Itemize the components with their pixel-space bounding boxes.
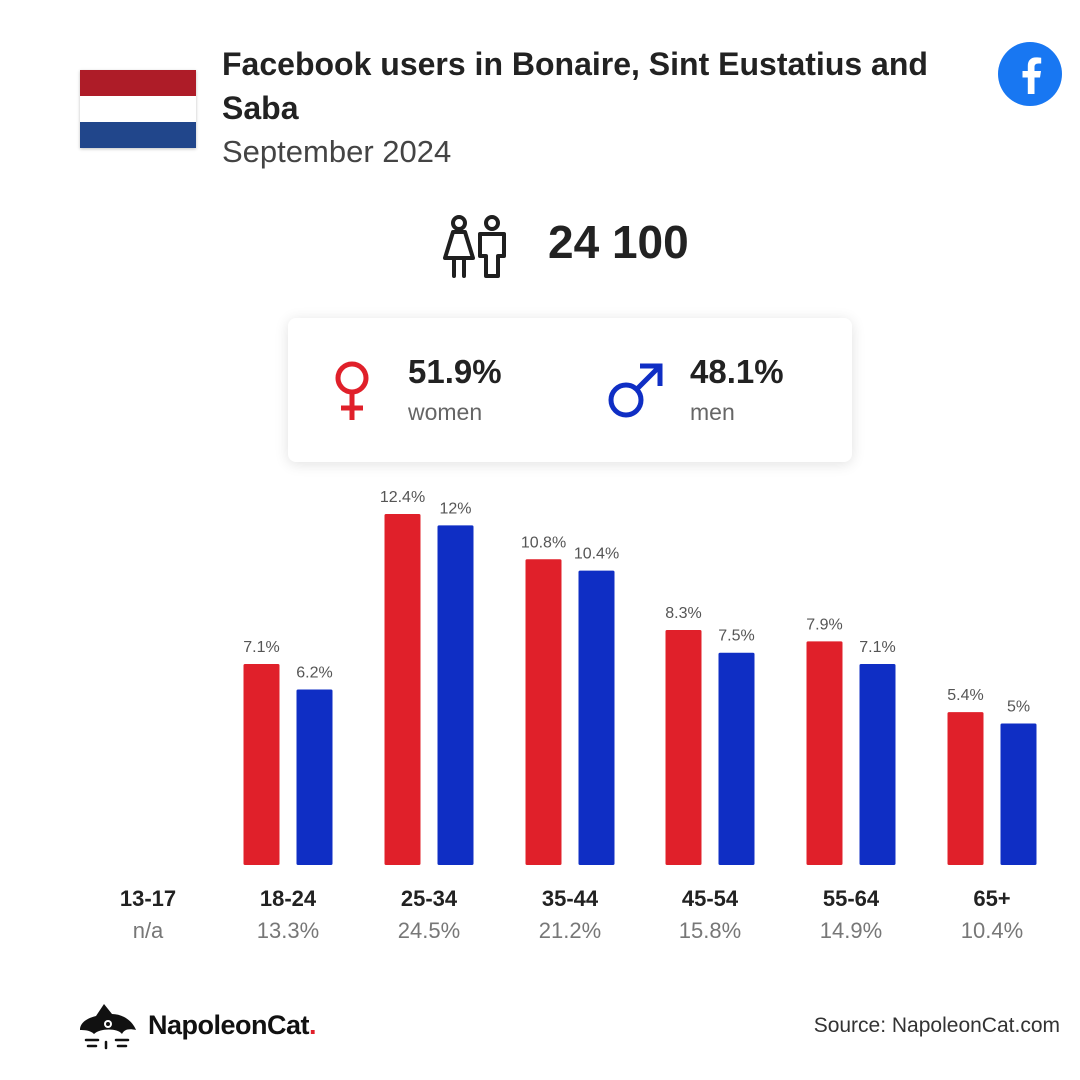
total-users: 24 100 [548, 216, 689, 268]
bar-men-65+ [1000, 723, 1037, 865]
flag-stripe-bottom [80, 122, 196, 148]
chart-subtitle: September 2024 [222, 134, 452, 169]
category-share-35-44: 21.2% [539, 918, 601, 943]
bar-men-25-34 [437, 525, 474, 865]
brand-name: NapoleonCat. [148, 1008, 317, 1042]
bar-label-men-65+: 5% [1007, 698, 1030, 715]
bar-men-55-64 [859, 664, 896, 865]
brand-dot: . [309, 1010, 317, 1040]
bar-label-women-25-34: 12.4% [380, 489, 425, 506]
female-icon [335, 361, 369, 420]
men-label: men [690, 399, 735, 425]
category-label-45-54: 45-54 [682, 886, 739, 911]
category-label-65+: 65+ [973, 886, 1010, 911]
bar-label-women-65+: 5.4% [947, 687, 983, 704]
bar-women-25-34 [384, 514, 421, 865]
category-label-18-24: 18-24 [260, 886, 317, 911]
bar-men-45-54 [718, 652, 755, 865]
bar-men-35-44 [578, 570, 615, 865]
category-label-13-17: 13-17 [120, 886, 176, 911]
bar-label-men-18-24: 6.2% [296, 665, 332, 682]
chart-title: Facebook users in Bonaire, Sint Eustatiu… [222, 46, 928, 126]
category-label-25-34: 25-34 [401, 886, 458, 911]
category-label-55-64: 55-64 [823, 886, 880, 911]
bar-women-55-64 [806, 641, 843, 865]
bar-label-women-35-44: 10.8% [521, 534, 566, 551]
bar-women-65+ [947, 712, 984, 865]
bar-women-35-44 [525, 559, 562, 865]
bar-label-women-45-54: 8.3% [665, 605, 701, 622]
flag-stripe-middle [80, 96, 196, 122]
bar-label-men-25-34: 12% [439, 500, 471, 517]
flag-stripe-top [80, 70, 196, 96]
category-share-25-34: 24.5% [398, 918, 460, 943]
country-flag [80, 70, 196, 148]
bar-label-men-35-44: 10.4% [574, 546, 619, 563]
category-label-35-44: 35-44 [542, 886, 599, 911]
gender-summary-card: 51.9% women 48.1% men [288, 318, 852, 462]
category-share-45-54: 15.8% [679, 918, 741, 943]
women-share: 51.9% [408, 353, 502, 390]
male-icon [608, 363, 663, 418]
bar-women-18-24 [243, 664, 280, 865]
napoleoncat-logo-icon [80, 1004, 136, 1050]
brand-name-text: NapoleonCat [148, 1010, 310, 1040]
bar-label-women-55-64: 7.9% [806, 616, 842, 633]
facebook-icon [998, 42, 1062, 106]
bar-women-45-54 [665, 630, 702, 865]
category-share-65+: 10.4% [961, 918, 1023, 943]
bar-label-men-45-54: 7.5% [718, 628, 754, 645]
people-icon [443, 215, 506, 278]
women-label: women [408, 399, 483, 425]
bar-men-18-24 [296, 689, 333, 865]
source-credit: Source: NapoleonCat.com [813, 1014, 1060, 1037]
men-share: 48.1% [690, 353, 784, 390]
bar-label-men-55-64: 7.1% [859, 639, 895, 656]
category-share-55-64: 14.9% [820, 918, 882, 943]
category-share-18-24: 13.3% [257, 918, 319, 943]
category-share-13-17: n/a [133, 918, 164, 943]
bar-label-women-18-24: 7.1% [243, 639, 279, 656]
age-gender-bar-chart: 13-17 n/a 7.1% 6.2% 18-24 13.3% 12.4% 12% 25-34 2… [120, 489, 1037, 943]
